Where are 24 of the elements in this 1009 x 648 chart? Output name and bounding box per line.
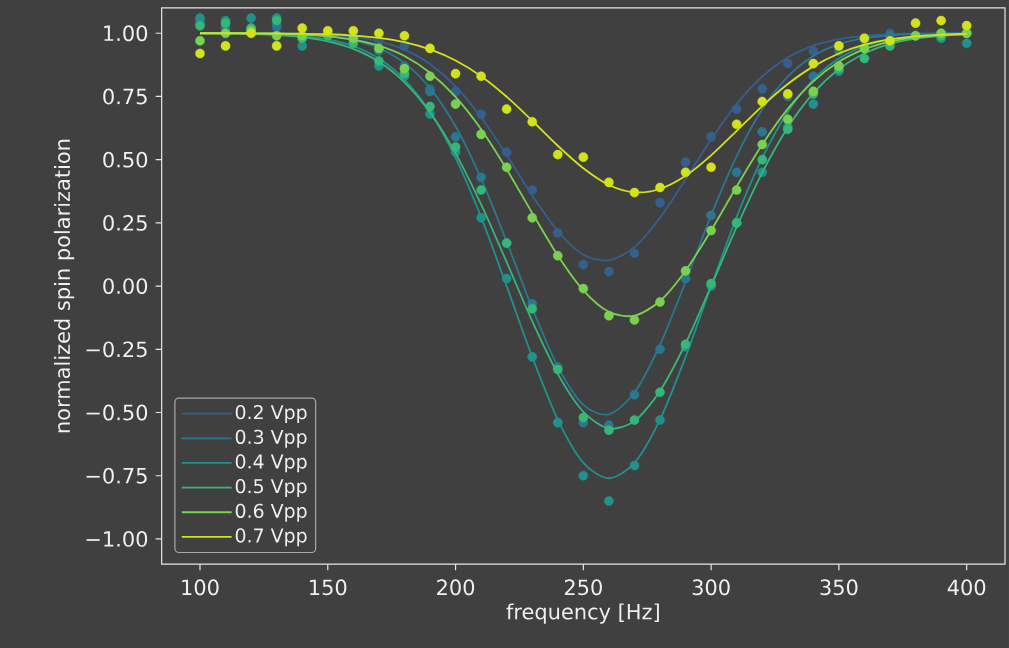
y-axis-title: normalized spin polarization: [53, 139, 75, 433]
y-tick-label: 0.25: [103, 214, 147, 231]
y-tick-label: 0.75: [103, 88, 147, 105]
y-tick-label: 0.00: [103, 278, 148, 295]
legend-label: 0.3 Vpp: [235, 429, 307, 448]
y-tick-label: −0.75: [86, 467, 147, 484]
y-tick-label: −0.50: [86, 404, 148, 421]
x-tick-label: 250: [564, 579, 602, 596]
x-tick-label: 200: [437, 579, 475, 596]
x-axis-title: frequency [Hz]: [506, 603, 659, 624]
x-tick-label: 150: [310, 579, 347, 596]
legend-label: 0.5 Vpp: [235, 479, 307, 498]
x-tick-label: 300: [692, 579, 730, 596]
legend-label: 0.2 Vpp: [235, 405, 307, 424]
x-tick-label: 100: [182, 579, 219, 596]
legend-label: 0.6 Vpp: [235, 503, 307, 522]
x-tick-label: 400: [947, 579, 986, 596]
x-tick-label: 350: [820, 579, 858, 596]
y-tick-label: −0.25: [86, 341, 147, 358]
y-tick-label: −1.00: [86, 531, 148, 547]
y-tick-label: 0.50: [103, 151, 148, 168]
y-tick-label: 1.00: [104, 25, 148, 42]
legend-label: 0.7 Vpp: [235, 528, 307, 547]
legend-label: 0.4 Vpp: [235, 454, 307, 473]
